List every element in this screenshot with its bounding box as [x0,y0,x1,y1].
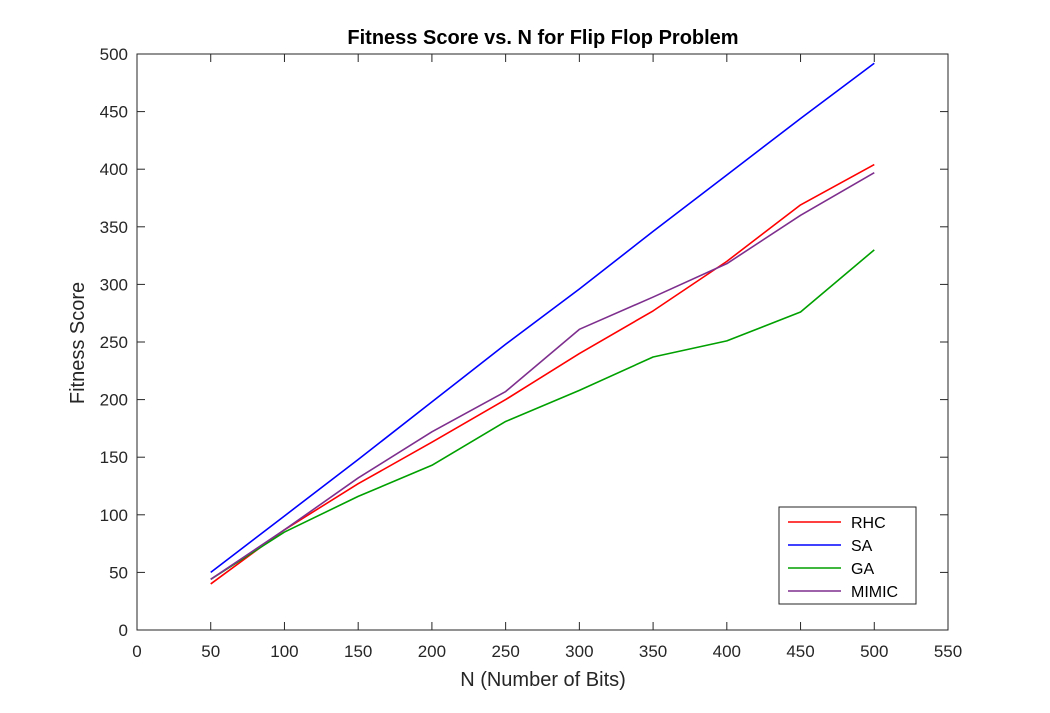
x-tick-label: 200 [418,642,446,661]
chart-title: Fitness Score vs. N for Flip Flop Proble… [347,27,738,49]
x-tick-label: 150 [344,642,372,661]
x-tick-label: 550 [934,642,962,661]
y-tick-label: 50 [109,563,128,582]
legend-label-ga: GA [851,561,874,578]
x-tick-label: 300 [565,642,593,661]
x-axis-label: N (Number of Bits) [460,669,626,691]
x-tick-label: 500 [860,642,888,661]
series-line-mimic [210,171,875,580]
legend-label-mimic: MIMIC [851,584,898,601]
x-tick-label: 450 [786,642,814,661]
y-tick-label: 300 [100,275,128,294]
y-tick-label: 0 [119,621,128,640]
y-tick-label: 400 [100,160,128,179]
legend-label-rhc: RHC [851,515,886,532]
y-tick-label: 250 [100,333,128,352]
series-line-sa [210,62,875,574]
series-line-rhc [210,163,875,585]
plot-area: 0 50 100 150 200 250 300 350 400 450 500 550 0 50 100 1… [100,45,963,661]
legend: RHC SA GA MIMIC [778,506,917,605]
x-tick-label: 250 [491,642,519,661]
series-line-ga [210,249,875,580]
y-tick-label: 450 [100,103,128,122]
y-axis-label: Fitness Score [67,282,89,404]
y-tick-label: 500 [100,45,128,64]
legend-label-sa: SA [851,538,873,555]
y-tick-label: 200 [100,391,128,410]
y-tick-label: 150 [100,448,128,467]
x-tick-label: 50 [201,642,220,661]
x-tick-label: 100 [270,642,298,661]
y-tick-label: 350 [100,218,128,237]
x-tick-label: 0 [132,642,141,661]
x-tick-label: 400 [713,642,741,661]
x-tick-label: 350 [639,642,667,661]
y-tick-label: 100 [100,506,128,525]
legend-box [778,506,917,605]
